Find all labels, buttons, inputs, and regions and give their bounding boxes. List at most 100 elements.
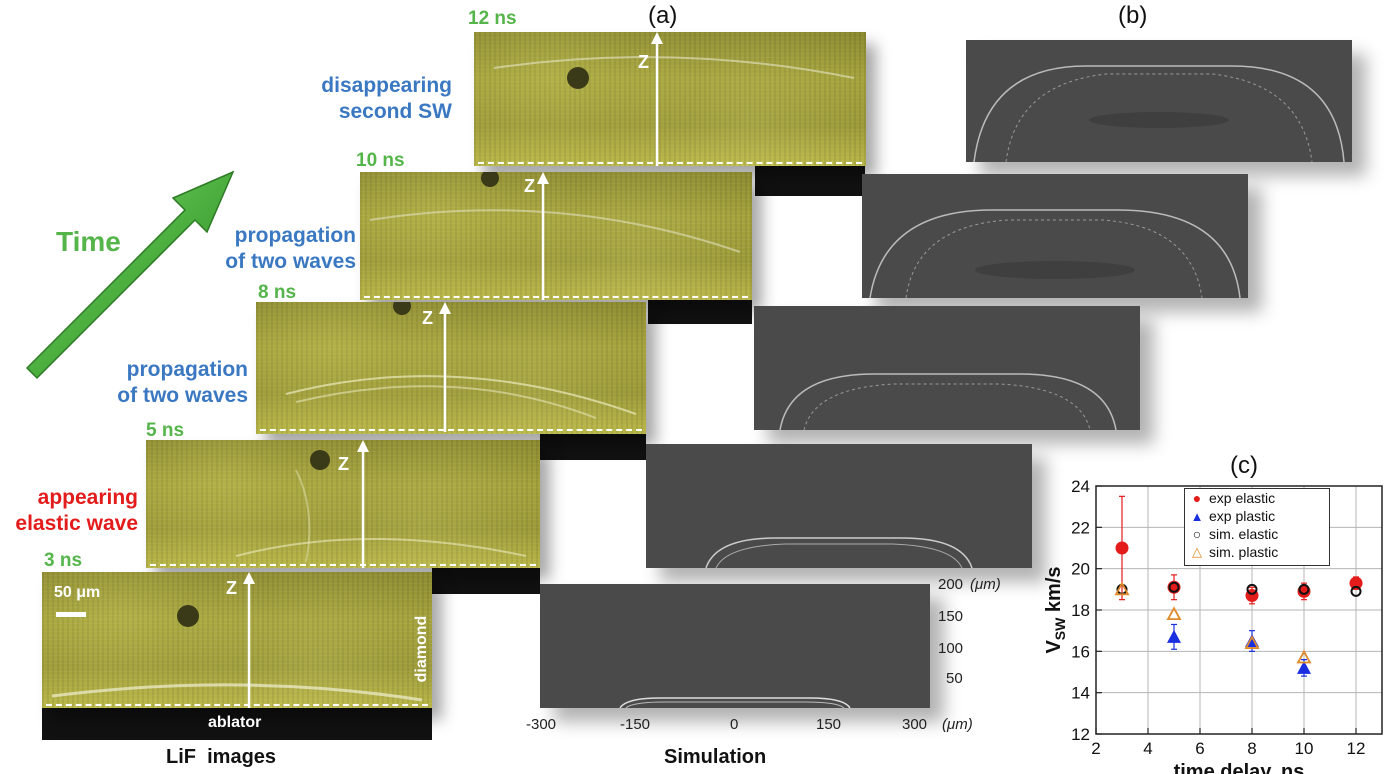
x-axis-label: time delay, ns [1174, 761, 1305, 774]
data-point-exp-elastic [1297, 584, 1311, 598]
y-tick-label: 14 [1071, 684, 1090, 703]
data-point-sim-elastic [1246, 583, 1258, 595]
z-arrow-icon [537, 172, 549, 300]
sim-y-tick-50: 50 [946, 670, 963, 687]
lif-caption: LiF images [166, 746, 277, 768]
data-point-sim-plastic [1244, 635, 1260, 649]
sim-x-tick-neg150: -150 [620, 716, 651, 733]
frame-10ns-z: Z [524, 176, 535, 196]
frame-5ns-annotation-line2: elastic wave [15, 512, 138, 535]
sim-x-unit: (μm) [942, 716, 973, 733]
sim-frame-3ns [540, 584, 930, 708]
data-point-sim-plastic [1296, 649, 1312, 664]
frame-12ns-z: Z [638, 52, 649, 72]
z-arrow-icon [651, 32, 663, 166]
x-tick-label: 8 [1247, 739, 1256, 758]
scale-bar [56, 612, 86, 617]
legend-item: ● exp elastic [1185, 489, 1329, 507]
x-tick-label: 10 [1295, 739, 1314, 758]
data-point-exp-elastic [1115, 541, 1129, 555]
data-point-sim-plastic [1166, 606, 1182, 621]
panel-label-c: (c) [1230, 452, 1258, 479]
simulation-caption: Simulation [664, 746, 767, 768]
legend-item: ○ sim. elastic [1185, 525, 1329, 543]
frame-12ns-strip [755, 166, 865, 196]
frame-5ns-strip [432, 568, 540, 594]
sim-x-tick-0: 0 [730, 716, 739, 733]
legend-marker-icon: △ [1192, 544, 1202, 559]
frame-8ns-annotation-line1: propagation [126, 358, 248, 381]
frame-12ns-time: 12 ns [468, 8, 517, 29]
sim-frame-8ns [754, 306, 1140, 430]
frame-10ns-annotation-line1: propagation [234, 224, 356, 247]
sim-y-tick-100: 100 [938, 640, 964, 657]
frame-5ns-time: 5 ns [146, 420, 185, 441]
time-arrow-label: Time [56, 226, 121, 257]
y-tick-label: 22 [1071, 518, 1090, 537]
frame-5ns-z: Z [338, 454, 349, 474]
legend-label: exp plastic [1209, 508, 1276, 524]
panel-label-b: (b) [1118, 2, 1148, 29]
y-tick-label: 24 [1071, 477, 1090, 496]
time-arrow-icon [25, 170, 235, 380]
diamond-label: diamond [413, 615, 430, 683]
x-tick-label: 12 [1347, 739, 1366, 758]
panel-label-a: (a) [648, 2, 678, 29]
frame-3ns-z: Z [226, 578, 237, 598]
data-point-exp-elastic [1349, 576, 1363, 590]
frame-10ns-annotation-line2: of two waves [225, 250, 356, 273]
z-arrow-icon [243, 572, 255, 708]
legend-label: sim. elastic [1209, 526, 1279, 542]
frame-8ns-z: Z [422, 308, 433, 328]
lif-frame-3ns [42, 572, 432, 708]
lif-frame-5ns [146, 440, 540, 568]
x-tick-label: 4 [1143, 739, 1152, 758]
y-tick-label: 12 [1071, 725, 1090, 744]
data-point-sim-elastic [1168, 581, 1180, 593]
frame-12ns-annotation-line2: second SW [338, 100, 452, 123]
data-point-sim-elastic [1298, 583, 1310, 595]
y-tick-label: 18 [1071, 601, 1090, 620]
frame-3ns-strip [42, 708, 432, 740]
sim-y-tick-200: 200 [938, 576, 964, 593]
x-tick-label: 6 [1195, 739, 1204, 758]
y-tick-label: 16 [1071, 642, 1090, 661]
sim-frame-10ns [862, 174, 1248, 298]
chart-legend: ● exp elastic ▲ exp plastic ○ sim. elastic … [1184, 488, 1330, 566]
frame-8ns-annotation-line2: of two waves [117, 384, 248, 407]
sim-y-tick-150: 150 [938, 608, 964, 625]
lif-frame-12ns [474, 32, 866, 166]
y-axis-label: VSW km/s [1043, 566, 1068, 653]
frame-8ns-strip [540, 434, 646, 460]
sim-x-tick-150: 150 [816, 716, 842, 733]
frame-3ns-time: 3 ns [44, 550, 83, 571]
legend-item: △ sim. plastic [1185, 543, 1329, 561]
legend-marker-icon: ● [1192, 490, 1202, 506]
legend-item: ▲ exp plastic [1185, 507, 1329, 525]
data-point-sim-plastic [1114, 581, 1130, 596]
legend-label: exp elastic [1209, 490, 1276, 506]
frame-10ns-strip [648, 300, 752, 324]
legend-marker-icon: ▲ [1190, 508, 1204, 524]
legend-label: sim. plastic [1209, 544, 1279, 560]
x-tick-label: 2 [1091, 739, 1100, 758]
z-arrow-icon [439, 302, 451, 432]
frame-10ns-time: 10 ns [356, 150, 405, 171]
data-point-exp-plastic [1167, 629, 1181, 643]
data-point-sim-elastic [1350, 585, 1362, 597]
y-tick-label: 20 [1071, 560, 1090, 579]
data-point-exp-plastic [1297, 660, 1311, 674]
sim-frame-5ns [646, 444, 1032, 568]
ablator-label: ablator [208, 714, 262, 731]
sim-x-tick-neg300: -300 [526, 716, 557, 733]
scale-bar-label: 50 μm [54, 584, 101, 601]
lif-frame-8ns [256, 302, 646, 434]
z-arrow-icon [357, 440, 369, 568]
sim-y-unit: (μm) [970, 576, 1001, 593]
frame-8ns-time: 8 ns [258, 282, 297, 303]
lif-frame-10ns [360, 172, 752, 300]
sim-frame-12ns [966, 40, 1352, 162]
frame-5ns-annotation-line1: appearing [37, 486, 138, 509]
frame-12ns-annotation-line1: disappearing [321, 74, 452, 97]
